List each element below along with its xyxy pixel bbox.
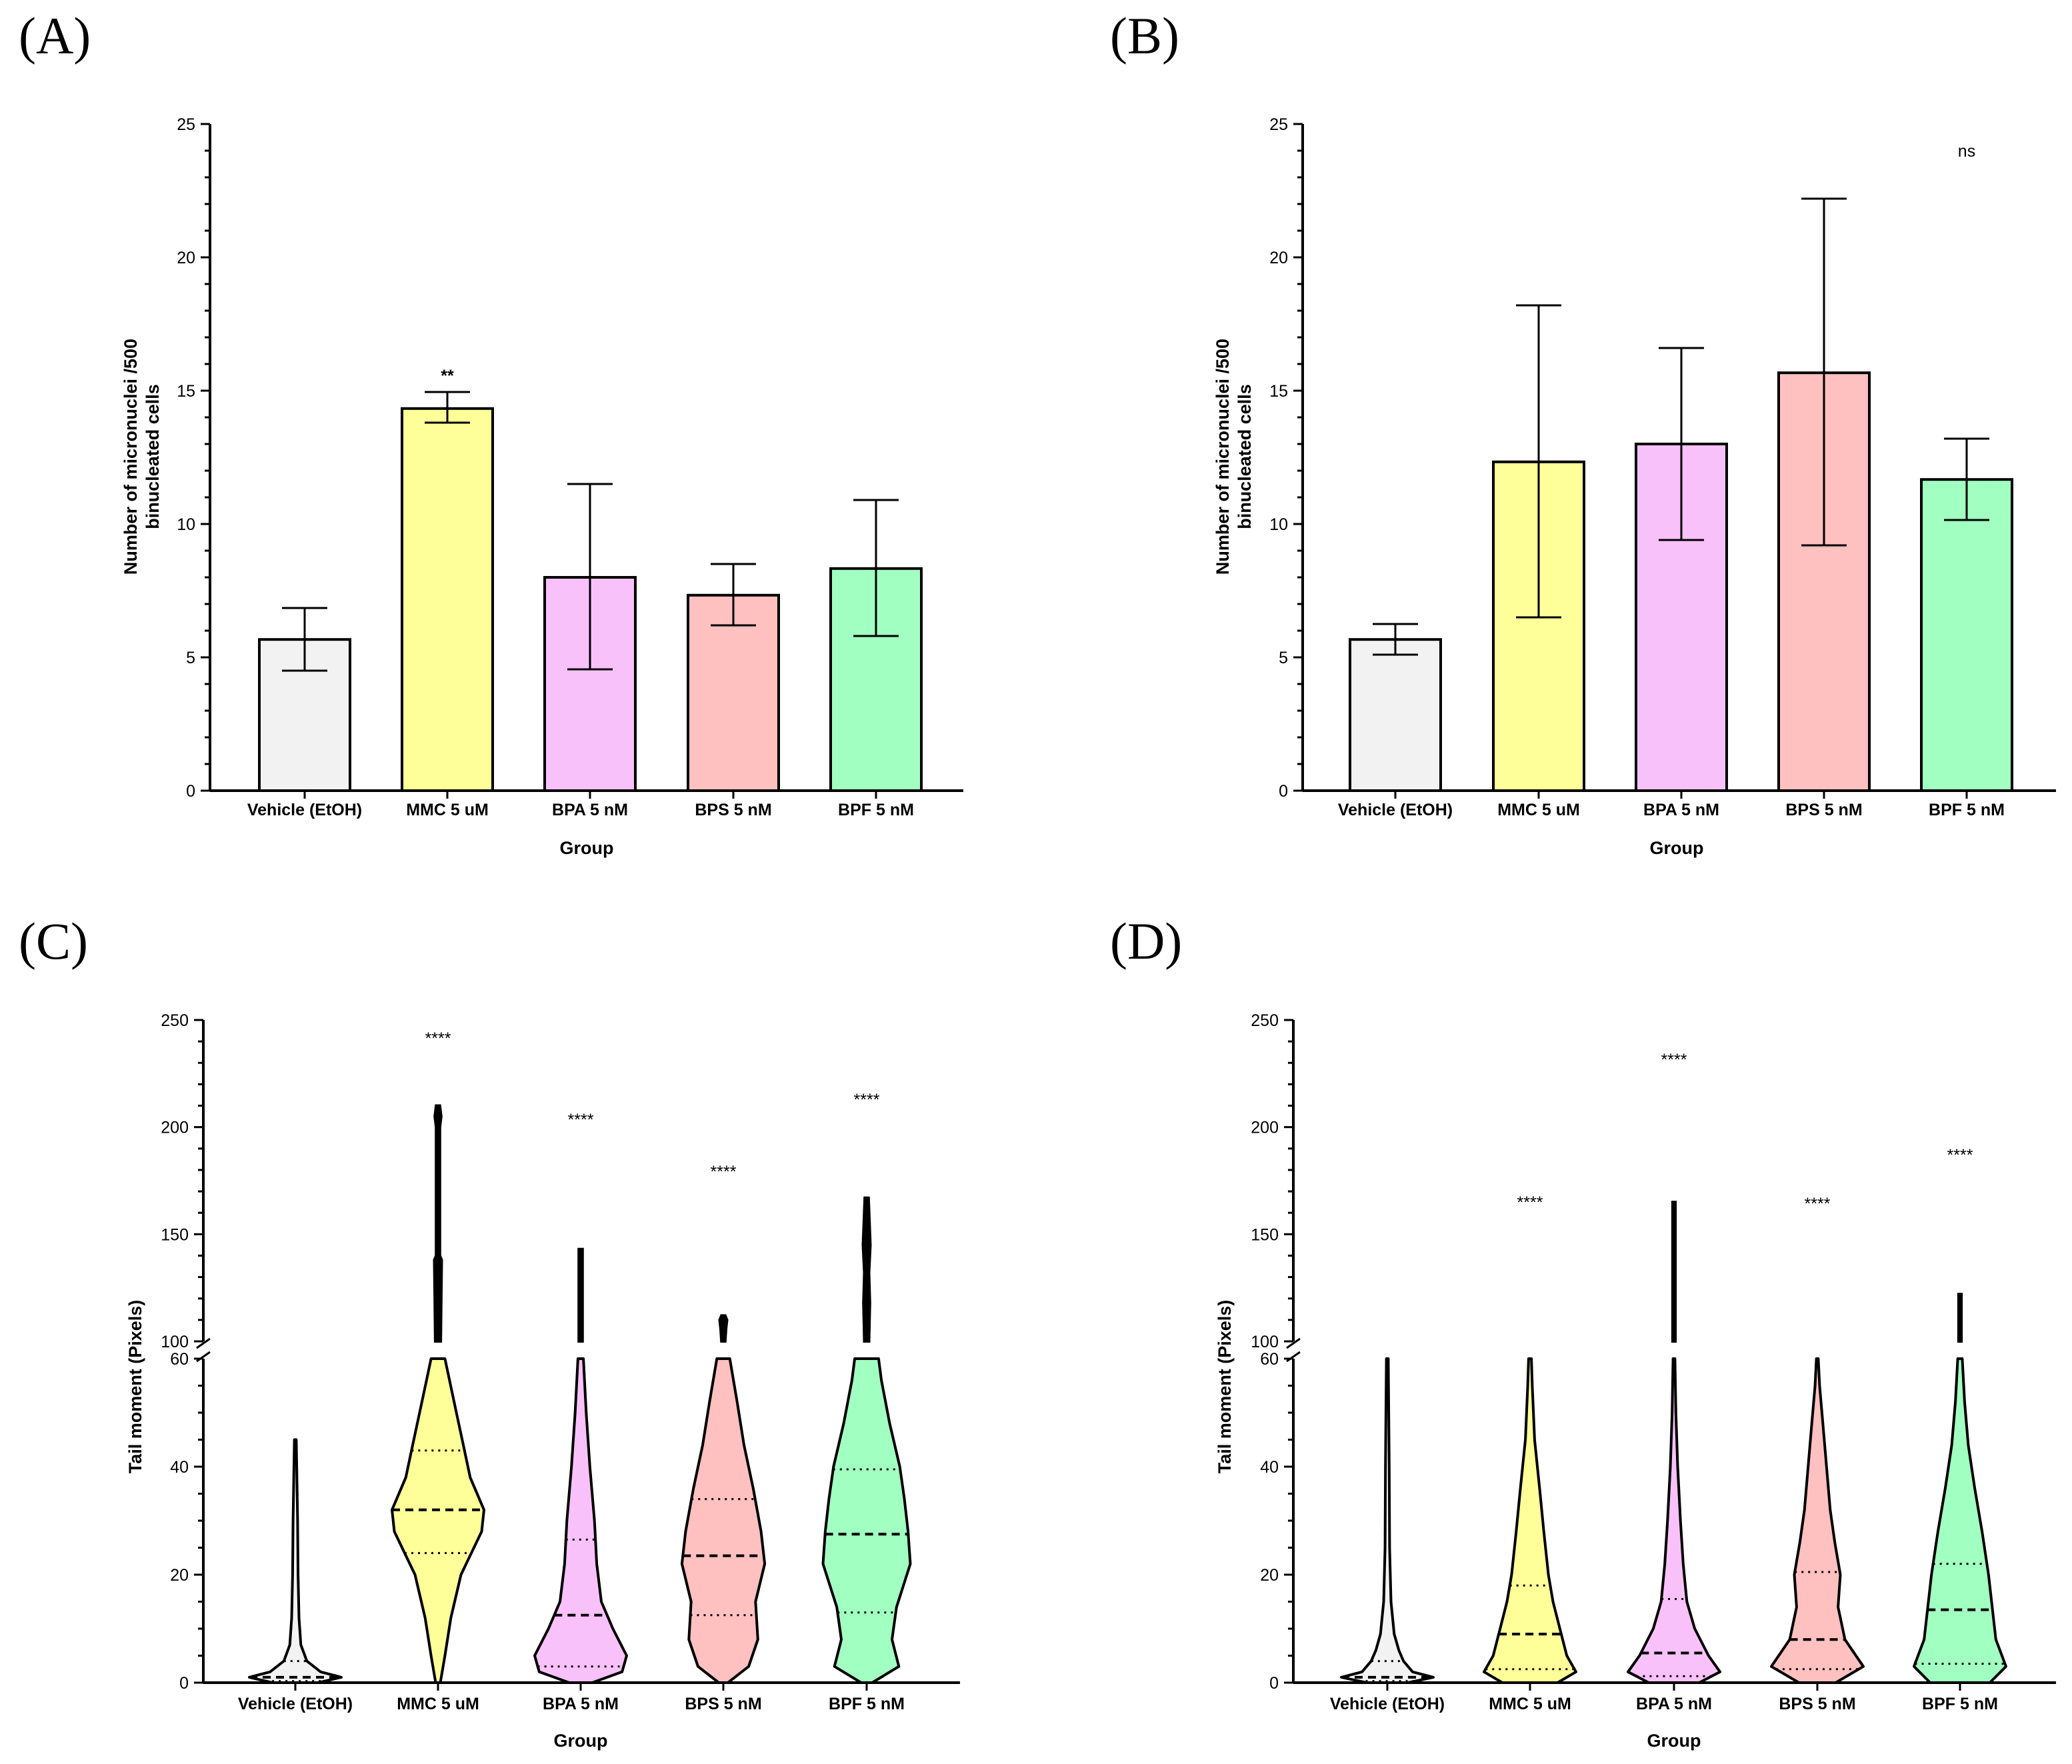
- y-tick-label: 20: [177, 249, 195, 267]
- y-tick-label: 15: [1269, 382, 1288, 401]
- violin-body: [533, 1357, 628, 1684]
- violin-body: [1913, 1357, 2007, 1684]
- bar: [401, 407, 494, 792]
- x-tick-label: MMC 5 uM: [397, 1695, 479, 1713]
- violin-body: [1770, 1357, 1865, 1684]
- y-tick-label: 40: [1260, 1458, 1279, 1477]
- y-tick-label: 0: [186, 782, 195, 801]
- x-tick-label: BPF 5 nM: [838, 801, 914, 819]
- panel-label: (C): [19, 912, 88, 970]
- y-tick-label: 5: [1279, 649, 1288, 667]
- y-tick-label: 150: [161, 1225, 189, 1244]
- x-tick-label: Vehicle (EtOH): [1330, 1695, 1445, 1713]
- y-tick-label: 150: [1251, 1225, 1279, 1244]
- x-tick-label: Vehicle (EtOH): [247, 801, 362, 819]
- y-tick-label: 20: [170, 1566, 189, 1585]
- significance-label: ns: [1958, 142, 1975, 161]
- y-tick-label: 10: [177, 515, 195, 534]
- y-tick-label: 250: [1251, 1011, 1279, 1030]
- violin-body: [391, 1357, 485, 1684]
- significance-label: ****: [1517, 1193, 1543, 1212]
- y-tick-label: 250: [161, 1011, 189, 1030]
- violin-body: [1627, 1357, 1721, 1684]
- x-tick-label: MMC 5 uM: [1497, 801, 1580, 819]
- x-tick-label: BPS 5 nM: [685, 1695, 761, 1713]
- x-axis-title: Group: [560, 838, 614, 858]
- significance-label: ****: [568, 1111, 594, 1129]
- y-axis-title: Number of micronuclei /500 binucleated ce…: [1213, 339, 1255, 575]
- violin-body: [680, 1357, 767, 1684]
- axis-break-mark: [1286, 1337, 1301, 1363]
- y-tick-label: 60: [170, 1350, 189, 1369]
- y-tick-label: 200: [161, 1119, 189, 1137]
- x-tick-label: BPS 5 nM: [1779, 1695, 1855, 1713]
- panel-label: (D): [1110, 912, 1182, 970]
- y-tick-label: 15: [177, 382, 195, 401]
- x-axis-title: Group: [1650, 838, 1704, 858]
- x-tick-label: BPA 5 nM: [552, 801, 628, 819]
- x-tick-label: BPA 5 nM: [1636, 1695, 1712, 1713]
- x-axis-title: Group: [554, 1731, 608, 1751]
- violin-body: [821, 1357, 912, 1684]
- x-tick-label: Vehicle (EtOH): [238, 1695, 353, 1713]
- significance-label: ****: [854, 1091, 880, 1109]
- y-axis-title: Tail moment (Pixels): [125, 1300, 145, 1474]
- y-tick-label: 20: [1260, 1566, 1279, 1585]
- axis-break-mark: [196, 1337, 211, 1363]
- x-tick-label: MMC 5 uM: [1489, 1695, 1571, 1713]
- y-tick-label: 200: [1251, 1119, 1279, 1137]
- y-tick-label: 100: [161, 1333, 189, 1351]
- x-tick-label: BPF 5 nM: [1922, 1695, 1998, 1713]
- violin-body: [1340, 1357, 1435, 1684]
- significance-label: ****: [425, 1029, 451, 1048]
- x-tick-label: MMC 5 uM: [406, 801, 489, 819]
- violin-body: [248, 1438, 343, 1684]
- y-tick-label: 100: [1251, 1333, 1279, 1351]
- violin-tail: [861, 1196, 872, 1343]
- significance-label: **: [441, 367, 454, 385]
- significance-label: ****: [711, 1163, 737, 1181]
- x-tick-label: BPF 5 nM: [829, 1695, 905, 1713]
- panel-b: (B) 0 5 10 15 20 25 Vehicle (EtOH) MMC 5 uM BPA 5…: [1110, 7, 2056, 858]
- violin-tail: [1671, 1201, 1677, 1343]
- y-tick-label: 25: [177, 115, 195, 134]
- y-tick-label: 20: [1269, 249, 1288, 267]
- panel-label: (B): [1110, 7, 1179, 65]
- bar: [1349, 638, 1442, 793]
- y-tick-label: 60: [1260, 1350, 1279, 1369]
- x-tick-label: BPS 5 nM: [695, 801, 771, 819]
- x-axis-title: Group: [1647, 1731, 1701, 1751]
- y-tick-label: 10: [1269, 515, 1288, 534]
- significance-label: ****: [1947, 1146, 1973, 1165]
- x-tick-label: BPF 5 nM: [1929, 801, 2005, 819]
- panel-label: (A): [19, 7, 91, 65]
- violin-tail: [718, 1314, 729, 1343]
- y-tick-label: 5: [186, 649, 195, 667]
- y-tick-label: 40: [170, 1458, 189, 1477]
- y-tick-label: 0: [1269, 1674, 1279, 1693]
- y-tick-label: 0: [1279, 782, 1288, 801]
- bar: [687, 593, 780, 792]
- violin-tail: [577, 1247, 584, 1343]
- violin-tail: [433, 1104, 443, 1343]
- bar: [1920, 478, 2013, 792]
- y-axis-title: Number of micronuclei /500 binucleated ce…: [121, 339, 163, 575]
- violin-tail: [1957, 1293, 1963, 1343]
- x-tick-label: BPS 5 nM: [1785, 801, 1862, 819]
- x-tick-label: BPA 5 nM: [1643, 801, 1719, 819]
- significance-label: ****: [1805, 1195, 1831, 1213]
- y-tick-label: 0: [179, 1674, 189, 1693]
- significance-label: ****: [1661, 1051, 1687, 1069]
- x-tick-label: BPA 5 nM: [543, 1695, 619, 1713]
- y-axis-title: Tail moment (Pixels): [1215, 1300, 1235, 1474]
- violin-body: [1483, 1357, 1577, 1684]
- y-tick-label: 25: [1269, 115, 1288, 134]
- x-tick-label: Vehicle (EtOH): [1338, 801, 1453, 819]
- panel-a: (A) 0 5 10 15 20 25 Vehicle (EtOH) MMC 5 uM ** BPA…: [19, 7, 963, 858]
